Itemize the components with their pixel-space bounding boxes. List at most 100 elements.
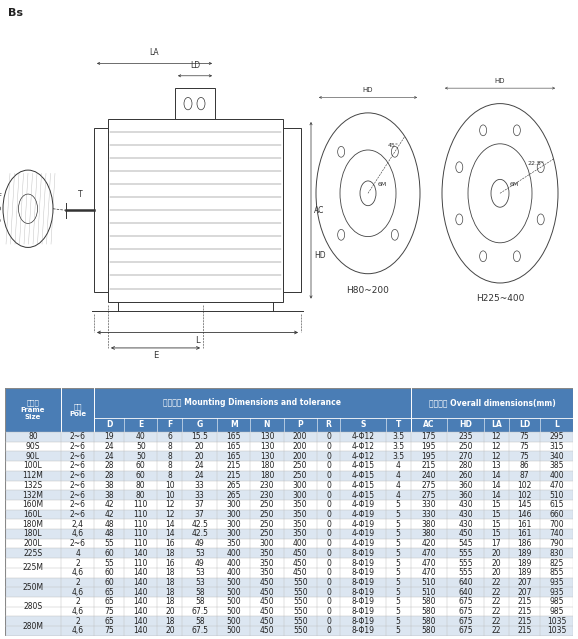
Text: H80~200: H80~200 xyxy=(347,286,390,295)
Text: 225M: 225M xyxy=(23,564,43,573)
Text: 8-Φ19: 8-Φ19 xyxy=(351,558,375,567)
Text: 500: 500 xyxy=(227,607,241,616)
Text: 146: 146 xyxy=(517,510,532,519)
Text: 15: 15 xyxy=(491,510,501,519)
Text: 6: 6 xyxy=(168,433,172,442)
Bar xyxy=(5,539,573,548)
Text: 0: 0 xyxy=(326,491,331,500)
Text: 22: 22 xyxy=(491,617,501,626)
Text: LD: LD xyxy=(190,61,200,70)
Text: 550: 550 xyxy=(293,588,307,597)
Text: HD: HD xyxy=(459,420,472,429)
Text: 180: 180 xyxy=(260,471,274,480)
Text: 18: 18 xyxy=(165,597,175,606)
Bar xyxy=(5,558,573,568)
Text: N: N xyxy=(264,420,271,429)
Text: 5: 5 xyxy=(396,588,401,597)
Bar xyxy=(175,88,215,119)
Text: 102: 102 xyxy=(517,481,532,490)
Text: 75: 75 xyxy=(520,452,529,461)
Bar xyxy=(5,451,573,461)
Text: 195: 195 xyxy=(422,452,436,461)
Text: 140: 140 xyxy=(134,588,148,597)
Text: 580: 580 xyxy=(422,626,436,635)
Text: 2~6: 2~6 xyxy=(70,481,86,490)
Text: 4-Φ15: 4-Φ15 xyxy=(351,491,375,500)
Text: 4-Φ15: 4-Φ15 xyxy=(351,481,375,490)
Text: 132M: 132M xyxy=(23,491,43,500)
Text: AC: AC xyxy=(423,420,435,429)
Text: 0: 0 xyxy=(326,433,331,442)
Text: 0: 0 xyxy=(326,461,331,470)
Text: 13: 13 xyxy=(491,461,501,470)
Text: 295: 295 xyxy=(550,433,564,442)
Text: 280S: 280S xyxy=(23,602,42,611)
Text: 42.5: 42.5 xyxy=(191,520,208,528)
Text: D: D xyxy=(106,420,113,429)
Text: 450: 450 xyxy=(260,617,275,626)
Text: 350: 350 xyxy=(293,529,307,539)
Text: 260: 260 xyxy=(458,471,473,480)
Text: 2,4: 2,4 xyxy=(72,520,84,528)
Text: 215: 215 xyxy=(517,617,532,626)
Bar xyxy=(5,471,573,481)
Text: 80: 80 xyxy=(136,481,146,490)
Text: 0: 0 xyxy=(326,471,331,480)
Text: 2~6: 2~6 xyxy=(70,442,86,451)
Text: 0: 0 xyxy=(326,549,331,558)
Bar xyxy=(108,119,283,302)
Text: 470: 470 xyxy=(421,549,436,558)
Text: 510: 510 xyxy=(422,588,436,597)
Text: 380: 380 xyxy=(422,520,436,528)
Text: 235: 235 xyxy=(458,433,473,442)
Text: 300: 300 xyxy=(293,491,307,500)
Text: 28: 28 xyxy=(105,471,114,480)
Text: 790: 790 xyxy=(550,539,564,548)
Text: 2: 2 xyxy=(75,597,80,606)
Text: 3.5: 3.5 xyxy=(392,452,404,461)
Text: 8: 8 xyxy=(168,471,172,480)
Text: 112M: 112M xyxy=(23,471,43,480)
Text: 175: 175 xyxy=(422,433,436,442)
Text: 2~6: 2~6 xyxy=(70,491,86,500)
Text: 300: 300 xyxy=(227,510,241,519)
Text: 640: 640 xyxy=(458,588,473,597)
Text: 5: 5 xyxy=(396,500,401,509)
Text: 400: 400 xyxy=(550,471,564,480)
Text: 33: 33 xyxy=(195,481,205,490)
Text: 0: 0 xyxy=(326,597,331,606)
Text: 0: 0 xyxy=(326,452,331,461)
Text: 8-Φ19: 8-Φ19 xyxy=(351,549,375,558)
Text: 675: 675 xyxy=(458,617,473,626)
Text: 2: 2 xyxy=(75,617,80,626)
Text: 5: 5 xyxy=(396,539,401,548)
Bar xyxy=(283,128,301,292)
Text: 8-Φ19: 8-Φ19 xyxy=(351,588,375,597)
Text: 15: 15 xyxy=(491,529,501,539)
Text: 350: 350 xyxy=(227,539,241,548)
Text: φD: φD xyxy=(0,218,1,224)
Text: 420: 420 xyxy=(422,539,436,548)
Text: 580: 580 xyxy=(422,597,436,606)
Text: 160L: 160L xyxy=(24,510,42,519)
Text: 5: 5 xyxy=(396,597,401,606)
Text: 140: 140 xyxy=(134,549,148,558)
Text: 189: 189 xyxy=(517,558,532,567)
Text: 4-Φ19: 4-Φ19 xyxy=(351,510,375,519)
Text: 86: 86 xyxy=(520,461,529,470)
Text: 18: 18 xyxy=(165,568,175,577)
Text: 5: 5 xyxy=(396,558,401,567)
Text: 17: 17 xyxy=(491,539,501,548)
Text: 2~6: 2~6 xyxy=(70,471,86,480)
Text: L: L xyxy=(554,420,559,429)
Text: 10: 10 xyxy=(165,481,175,490)
Text: 2~6: 2~6 xyxy=(70,539,86,548)
Text: 49: 49 xyxy=(195,558,205,567)
Bar xyxy=(5,432,573,442)
Text: 90S: 90S xyxy=(25,442,40,451)
Text: 140: 140 xyxy=(134,626,148,635)
Text: 385: 385 xyxy=(550,461,564,470)
Text: 180M: 180M xyxy=(23,520,43,528)
Text: 22: 22 xyxy=(491,607,501,616)
Text: 110: 110 xyxy=(134,510,148,519)
